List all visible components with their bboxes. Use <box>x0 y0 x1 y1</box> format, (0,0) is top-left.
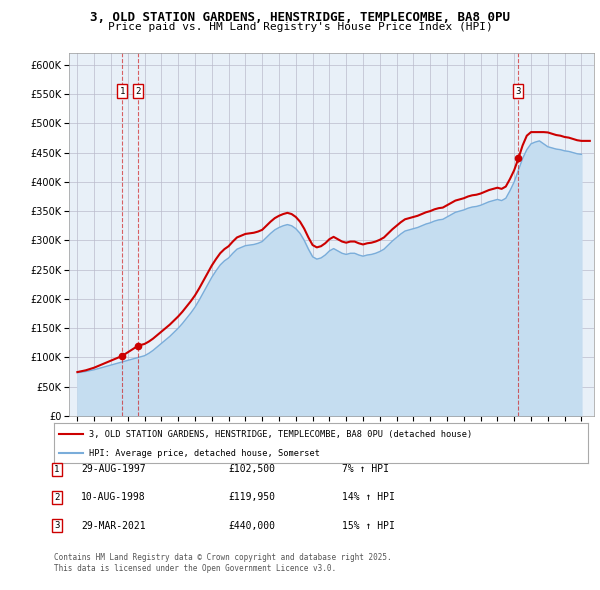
Text: HPI: Average price, detached house, Somerset: HPI: Average price, detached house, Some… <box>89 448 320 458</box>
Text: Contains HM Land Registry data © Crown copyright and database right 2025.
This d: Contains HM Land Registry data © Crown c… <box>54 553 392 573</box>
Text: £119,950: £119,950 <box>228 493 275 502</box>
Text: 2: 2 <box>136 87 141 96</box>
Text: 3, OLD STATION GARDENS, HENSTRIDGE, TEMPLECOMBE, BA8 0PU (detached house): 3, OLD STATION GARDENS, HENSTRIDGE, TEMP… <box>89 430 472 439</box>
Text: £102,500: £102,500 <box>228 464 275 474</box>
Text: £440,000: £440,000 <box>228 521 275 530</box>
Text: 7% ↑ HPI: 7% ↑ HPI <box>342 464 389 474</box>
Text: 3: 3 <box>516 87 521 96</box>
Text: 3: 3 <box>55 521 59 530</box>
Text: 29-AUG-1997: 29-AUG-1997 <box>81 464 146 474</box>
Text: 1: 1 <box>55 464 59 474</box>
Text: 1: 1 <box>119 87 125 96</box>
Text: 14% ↑ HPI: 14% ↑ HPI <box>342 493 395 502</box>
Text: 15% ↑ HPI: 15% ↑ HPI <box>342 521 395 530</box>
Text: 2: 2 <box>55 493 59 502</box>
Text: 3, OLD STATION GARDENS, HENSTRIDGE, TEMPLECOMBE, BA8 0PU: 3, OLD STATION GARDENS, HENSTRIDGE, TEMP… <box>90 11 510 24</box>
Text: 29-MAR-2021: 29-MAR-2021 <box>81 521 146 530</box>
Text: 10-AUG-1998: 10-AUG-1998 <box>81 493 146 502</box>
Text: Price paid vs. HM Land Registry's House Price Index (HPI): Price paid vs. HM Land Registry's House … <box>107 22 493 32</box>
